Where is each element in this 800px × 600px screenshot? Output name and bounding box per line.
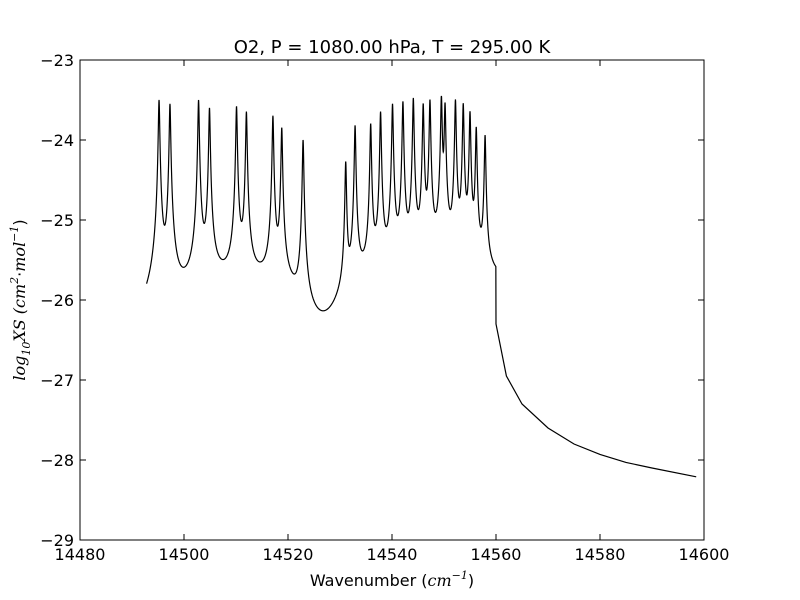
- x-tick-label: 14560: [471, 545, 522, 564]
- y-tick-label: −24: [40, 131, 74, 150]
- y-tick-label: −27: [40, 371, 74, 390]
- chart-title: O2, P = 1080.00 hPa, T = 295.00 K: [234, 37, 552, 58]
- y-tick-label: −29: [40, 531, 74, 550]
- y-tick-label: −25: [40, 211, 74, 230]
- spectrum-line: [145, 95, 697, 478]
- y-tick-label: −26: [40, 291, 74, 310]
- plot-area: [79, 59, 705, 541]
- x-axis-ticks: 14480 14500 14520 14540 14560 14580 14600: [55, 60, 730, 564]
- x-tick-label: 14480: [55, 545, 106, 564]
- x-tick-label: 14600: [679, 545, 730, 564]
- y-tick-label: −28: [40, 451, 74, 470]
- x-tick-label: 14540: [367, 545, 418, 564]
- x-tick-label: 14580: [575, 545, 626, 564]
- y-tick-label: −23: [40, 51, 74, 70]
- y-axis-label: log10XS (cm2·mol−1): [8, 219, 33, 380]
- x-axis-label: Wavenumber (cm−1): [310, 569, 474, 590]
- x-tick-label: 14500: [159, 545, 210, 564]
- x-tick-label: 14520: [263, 545, 314, 564]
- y-axis-ticks: −29 −28 −27 −26 −25 −24 −23: [40, 51, 704, 550]
